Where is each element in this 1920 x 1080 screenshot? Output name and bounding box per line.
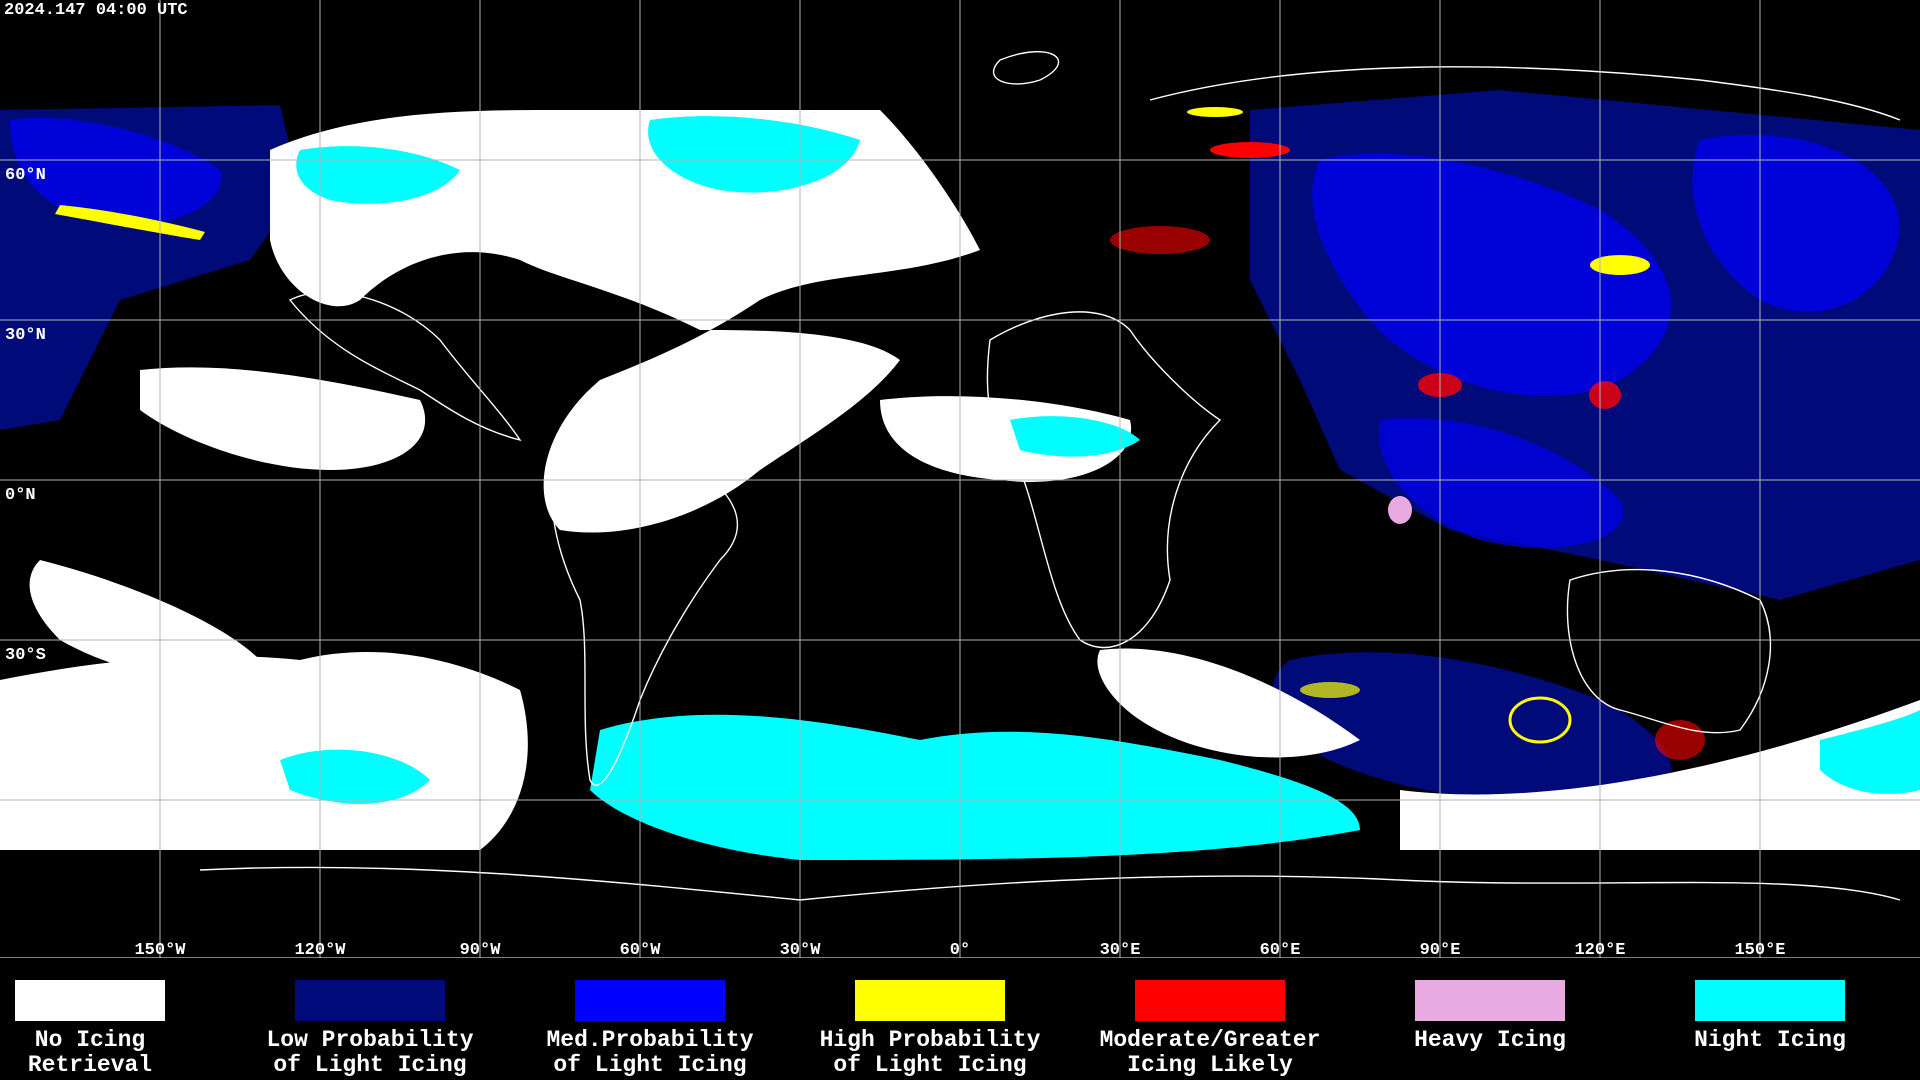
cloud-region [29,560,260,678]
legend-swatch [855,980,1005,1021]
latitude-label: 60°S [5,806,46,825]
latitude-label: 0°N [5,486,36,505]
cloud-region [1010,416,1140,457]
graticule-labels: 150°W 120°W 90°W 60°W 30°W 0° 30°E 60°E 90°E 120°… [5,166,1786,960]
cloud-region [1589,381,1621,409]
cloud-region [1312,153,1671,397]
cloud-region [1692,134,1900,312]
legend-swatch [1695,980,1845,1021]
latitude-label: 30°N [5,326,46,345]
cloud-region [280,749,430,804]
legend-label: Night Icing [1694,1027,1846,1053]
latitude-label: 60°N [5,166,46,185]
coastline [1149,66,1901,121]
legend-label: Icing Likely [1127,1052,1293,1078]
legend-label: Med.Probability [546,1027,753,1053]
latitude-label: 30°S [5,646,46,665]
coastline [288,291,522,442]
cloud-layer [0,90,1920,860]
longitude-label: 90°W [460,941,502,960]
cloud-region [1655,720,1705,760]
cloud-region [1508,696,1572,744]
legend-label: of Light Icing [553,1052,746,1078]
cloud-region [10,118,222,226]
longitude-label: 90°E [1420,941,1461,960]
cloud-region [1272,652,1671,803]
legend-label: of Light Icing [273,1052,466,1078]
cloud-region [140,367,426,470]
legend-swatch [575,980,725,1021]
legend-label: Retrieval [28,1052,152,1078]
cloud-region [0,651,528,850]
coastline [1566,568,1772,734]
legend-swatch [295,980,445,1021]
longitude-label: 60°W [620,941,662,960]
legend-swatch [1415,980,1565,1021]
cloud-region [1300,682,1360,698]
cloud-region [648,116,860,193]
timestamp: 2024.147 04:00 UTC [4,1,188,20]
coastline [199,866,1901,901]
legend-label: of Light Icing [833,1052,1026,1078]
coastline [992,51,1060,85]
legend-swatch [1135,980,1285,1021]
cloud-region [1590,255,1650,275]
legend-label: High Probability [820,1027,1041,1053]
cloud-region [1388,496,1412,524]
cloud-region [270,110,980,533]
cloud-region [1820,710,1920,794]
legend-swatch [15,980,165,1021]
longitude-label: 30°W [780,941,822,960]
longitude-label: 120°W [294,941,346,960]
cloud-region [1110,226,1210,254]
longitude-label: 0° [950,941,970,960]
longitude-label: 60°E [1260,941,1301,960]
longitude-label: 30°E [1100,941,1141,960]
longitude-label: 150°E [1734,941,1785,960]
cloud-region [1187,107,1243,117]
longitude-label: 120°E [1574,941,1625,960]
cloud-region [1210,142,1290,158]
legend-label: Heavy Icing [1414,1027,1566,1053]
legend-label: Moderate/Greater [1100,1027,1321,1053]
coastline [986,311,1222,649]
longitude-label: 150°W [134,941,186,960]
cloud-region [1400,700,1920,850]
cloud-region [590,714,1360,860]
legend-label: No Icing [35,1027,145,1053]
legend-label: Low Probability [266,1027,473,1053]
cloud-region [55,205,205,240]
cloud-region [1097,648,1360,758]
